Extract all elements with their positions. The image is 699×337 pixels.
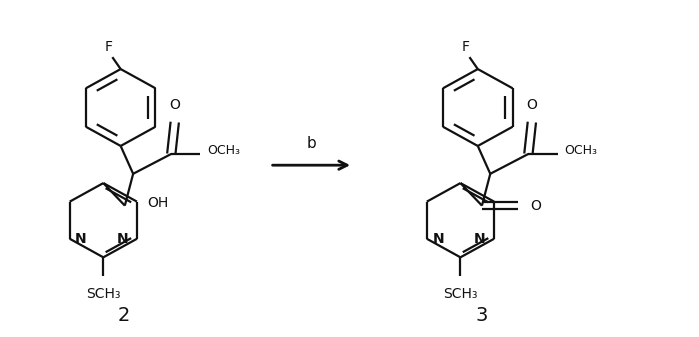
Text: N: N	[433, 232, 444, 246]
Text: SCH₃: SCH₃	[443, 287, 477, 301]
Text: N: N	[117, 232, 129, 246]
Text: F: F	[104, 40, 112, 55]
Text: N: N	[474, 232, 486, 246]
Text: N: N	[75, 232, 87, 246]
Text: F: F	[461, 40, 469, 55]
Text: O: O	[531, 198, 541, 213]
Text: 3: 3	[475, 306, 487, 325]
Text: OCH₃: OCH₃	[208, 144, 240, 157]
Text: 2: 2	[118, 306, 130, 325]
Text: OH: OH	[147, 196, 168, 210]
Text: OCH₃: OCH₃	[565, 144, 598, 157]
Text: b: b	[306, 135, 316, 151]
Text: O: O	[169, 98, 180, 112]
Text: SCH₃: SCH₃	[86, 287, 120, 301]
Text: O: O	[526, 98, 538, 112]
